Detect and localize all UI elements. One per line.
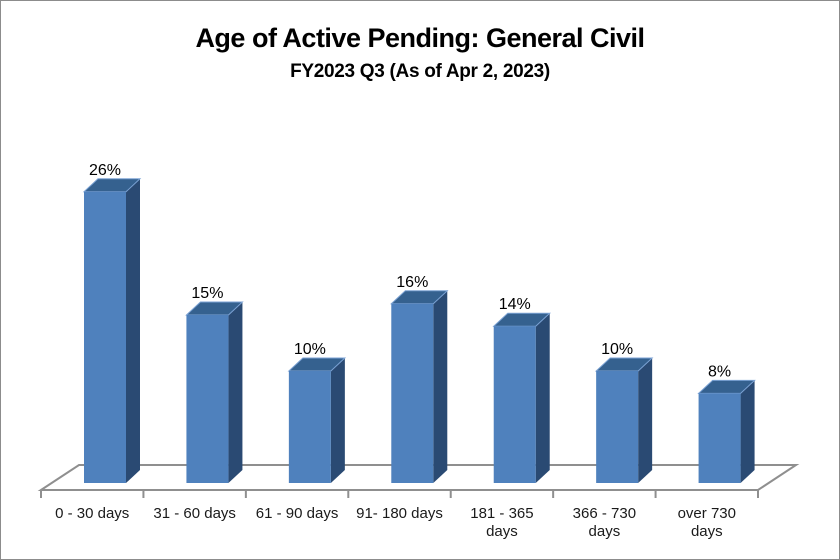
bar: [594, 357, 654, 483]
bar-front-face: [186, 315, 229, 483]
bar-side-face: [535, 313, 550, 483]
bar: [82, 178, 142, 484]
bar-value-label: 10%: [294, 341, 326, 358]
bar-front-face: [84, 191, 126, 484]
bar-side-face: [126, 178, 140, 484]
bar-side-face: [740, 380, 755, 483]
bar-value-label: 26%: [89, 162, 121, 179]
bar-value-label: 16%: [396, 274, 428, 291]
x-axis-label: over 730 days: [678, 505, 736, 540]
chart-title: Age of Active Pending: General Civil: [195, 23, 645, 53]
bar-value-label: 8%: [708, 363, 731, 380]
bar: [287, 357, 347, 483]
bar-side-face: [433, 290, 448, 483]
x-axis-label: 91- 180 days: [356, 505, 443, 522]
bar: [697, 379, 756, 483]
bar-side-face: [638, 358, 653, 483]
chart-subtitle: FY2023 Q3 (As of Apr 2, 2023): [290, 61, 550, 82]
bar: [390, 290, 449, 483]
bar: [492, 312, 551, 483]
bar-side-face: [330, 358, 345, 483]
x-axis-label: 181 - 365 days: [470, 505, 533, 540]
bar-value-label: 15%: [191, 285, 223, 302]
bar-value-label: 14%: [499, 296, 531, 313]
bar-front-face: [391, 303, 434, 483]
bar-front-face: [288, 371, 331, 483]
bar: [185, 301, 244, 483]
x-axis-label: 0 - 30 days: [55, 505, 129, 522]
bar-front-face: [596, 371, 639, 483]
bar-front-face: [698, 393, 741, 483]
bar-side-face: [228, 302, 243, 483]
bar-value-label: 10%: [601, 341, 633, 358]
chart-floor: [37, 464, 800, 491]
x-axis-label: 366 - 730 days: [573, 505, 636, 540]
x-axis-label: 61 - 90 days: [256, 505, 339, 522]
bar-front-face: [493, 326, 536, 483]
x-axis-label: 31 - 60 days: [153, 505, 236, 522]
